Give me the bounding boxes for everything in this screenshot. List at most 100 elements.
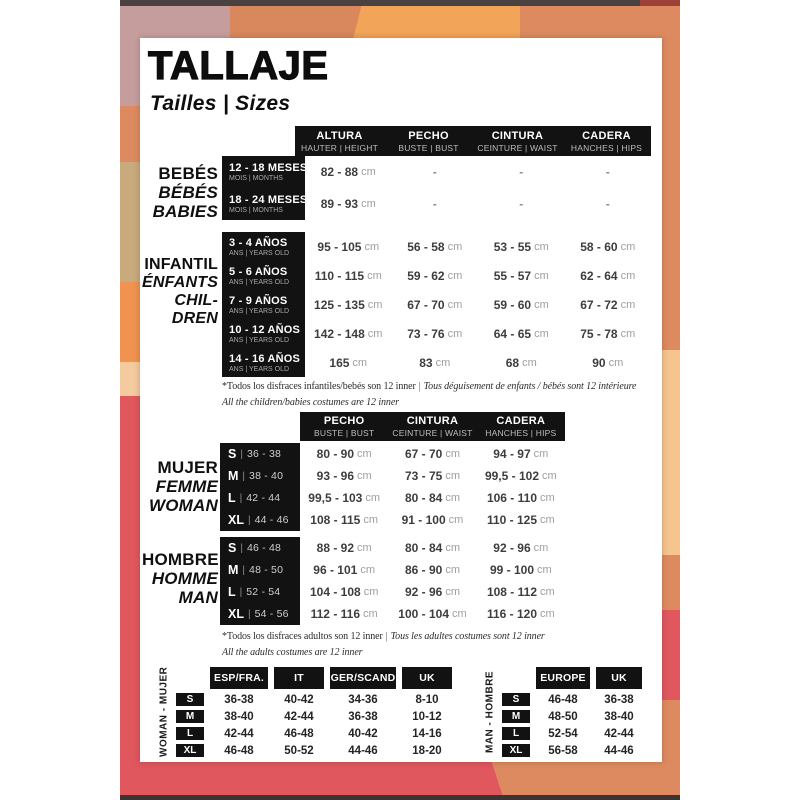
measurement-cell: 90 cm xyxy=(565,348,652,377)
kids-table-header: ALTURA HAUTER | HEIGHT PECHO BUSTE | BUST CI… xyxy=(295,126,651,156)
age-range-translation: ANS | YEARS OLD xyxy=(229,365,290,373)
conversion-value: 44-46 xyxy=(604,744,634,757)
measurement-unit: cm xyxy=(360,564,376,576)
measurement-value: 80 - 90 xyxy=(316,447,354,461)
section-label-line: HOMME xyxy=(151,569,218,589)
measurement-value: 67 - 70 xyxy=(404,447,443,461)
section-label-line: INFANTIL xyxy=(144,256,218,273)
size-row: 7 - 9 AÑOS ANS | YEARS OLD 125 - 135 cm 67 -… xyxy=(222,290,651,319)
size-letter: XL xyxy=(228,513,244,527)
conversion-value: 36-38 xyxy=(224,693,254,706)
bg-block-left-peach xyxy=(120,362,140,396)
section-label-line: BÉBÉS xyxy=(158,183,218,203)
column-title: CINTURA xyxy=(406,415,459,427)
measurement-value: 165 xyxy=(329,355,350,370)
measurement-cell: 165 cm xyxy=(305,348,392,377)
size-row: 5 - 6 AÑOS ANS | YEARS OLD 110 - 115 cm 59 -… xyxy=(222,261,651,290)
measurement-value: 83 xyxy=(419,355,433,370)
section-label-line: MUJER xyxy=(157,458,218,477)
empty-value: - xyxy=(519,197,524,211)
children-rows: 3 - 4 AÑOS ANS | YEARS OLD 95 - 105 cm 56 - … xyxy=(222,232,651,377)
measurement-cell: 99,5 - 103 cm xyxy=(300,487,388,509)
measurement-value: 89 - 93 xyxy=(320,197,359,211)
conversion-value: 40-42 xyxy=(284,693,314,706)
conversion-value: 42-44 xyxy=(604,727,634,740)
age-range: 3 - 4 AÑOS xyxy=(229,236,288,249)
measurement-value: 73 - 76 xyxy=(407,326,445,341)
empty-value: - xyxy=(432,165,437,179)
measurement-cell: 108 - 112 cm xyxy=(477,581,565,603)
measurement-value: 94 - 97 xyxy=(493,447,531,461)
conversion-size-box: M xyxy=(502,710,530,723)
measurement-unit: cm xyxy=(447,298,463,311)
size-row: 14 - 16 AÑOS ANS | YEARS OLD 165 cm 83 cm 68 cm… xyxy=(222,348,651,377)
adults-footnote-line1: *Todos los disfraces adultos son 12 inne… xyxy=(222,629,660,645)
size-divider: | xyxy=(240,448,243,460)
measurement-cell: 83 cm xyxy=(392,348,479,377)
footnote-separator: | xyxy=(418,381,421,392)
age-range: 7 - 9 AÑOS xyxy=(229,294,288,307)
column-title: CADERA xyxy=(582,129,631,142)
measurement-cell: 86 - 90 cm xyxy=(388,559,476,581)
conversion-size-box: L xyxy=(176,727,204,740)
measurement-cell: 142 - 148 cm xyxy=(305,319,392,348)
section-label-line: BEBÉS xyxy=(158,164,218,183)
age-range-translation: ANS | YEARS OLD xyxy=(229,307,290,315)
measurement-unit: cm xyxy=(522,356,537,369)
column-title: ALTURA xyxy=(316,129,363,142)
adults-footnote-en: All the adults costumes are 12 inner xyxy=(222,647,363,658)
conversion-value: 48-50 xyxy=(548,710,578,723)
bg-block-left-orange xyxy=(120,106,140,162)
conversion-column-header: UK xyxy=(402,667,452,689)
conversion-value: 36-38 xyxy=(348,710,378,723)
conversion-column-header: UK xyxy=(596,667,642,689)
footnote-separator: | xyxy=(385,631,388,642)
column-title: CADERA xyxy=(496,415,546,427)
age-range-translation: ANS | YEARS OLD xyxy=(229,278,290,286)
measurement-unit: cm xyxy=(357,470,372,482)
measurement-cell: 125 - 135 cm xyxy=(305,290,392,319)
measurement-unit: cm xyxy=(534,298,549,311)
measurement-cell: 59 - 60 cm xyxy=(478,290,565,319)
measurement-unit: cm xyxy=(365,492,381,504)
section-label-line: HOMBRE xyxy=(142,550,219,569)
conversion-value: 42-44 xyxy=(284,710,314,723)
measurement-cell: 73 - 76 cm xyxy=(392,319,479,348)
measurement-unit: cm xyxy=(540,586,555,598)
measurement-cell: 94 - 97 cm xyxy=(477,443,565,465)
measurement-value: 86 - 90 xyxy=(404,563,443,577)
measurement-unit: cm xyxy=(445,492,460,504)
size-label-box: XL | 44 - 46 xyxy=(220,509,300,531)
measurement-unit: cm xyxy=(445,448,460,460)
bg-block-left-red xyxy=(120,396,140,762)
conversion-value: 8-10 xyxy=(415,693,439,706)
size-row: M | 38 - 40 93 - 96 cm 73 - 75 cm 99,5 - 102 cm xyxy=(220,465,565,487)
age-label-box: 5 - 6 AÑOS ANS | YEARS OLD xyxy=(222,261,305,290)
column-header: CADERA HANCHES | HIPS xyxy=(477,412,565,441)
kids-footnote: *Todos los disfraces infantiles/bebés so… xyxy=(222,379,660,411)
empty-value: - xyxy=(519,165,524,179)
size-range: 38 - 40 xyxy=(249,470,284,482)
measurement-unit: cm xyxy=(363,608,378,620)
column-subtitle: BUSTE | BUST xyxy=(313,428,375,438)
size-row: L | 52 - 54 104 - 108 cm 92 - 96 cm 108 - 112 cm xyxy=(220,581,565,603)
age-label-box: 7 - 9 AÑOS ANS | YEARS OLD xyxy=(222,290,305,319)
measurement-unit: cm xyxy=(540,492,555,504)
size-divider: | xyxy=(240,542,243,554)
age-range: 18 - 24 MESES xyxy=(229,194,308,206)
section-label-line: BABIES xyxy=(152,202,218,222)
measurement-unit: cm xyxy=(608,356,624,369)
measurement-value: 64 - 65 xyxy=(493,326,532,341)
measurement-unit: cm xyxy=(540,514,555,526)
page-subtitle: Tailles | Sizes xyxy=(150,92,291,115)
measurement-value: 99 - 100 xyxy=(489,563,534,577)
measurement-cell: 67 - 70 cm xyxy=(392,290,479,319)
conversion-value: 46-48 xyxy=(224,744,254,757)
measurement-value: 92 - 96 xyxy=(404,585,443,599)
section-label-line: WOMAN xyxy=(149,496,218,516)
conversion-column-header: EUROPE xyxy=(536,667,590,689)
woman-rows: S | 36 - 38 80 - 90 cm 67 - 70 cm 94 - 97 cm M | 38… xyxy=(220,443,565,531)
measurement-cell: 96 - 101 cm xyxy=(300,559,388,581)
measurement-cell: - xyxy=(478,156,565,188)
